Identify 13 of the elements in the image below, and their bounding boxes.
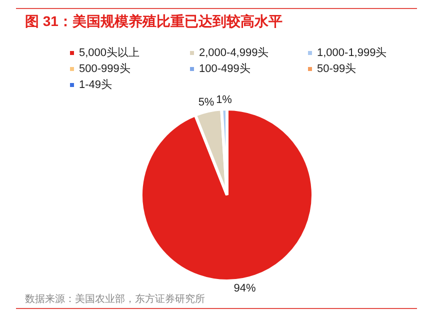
legend-label: 1-49头 (79, 78, 112, 92)
legend-label: 500-999头 (79, 62, 130, 76)
pie-slice (140, 108, 314, 282)
data-label: 1% (216, 94, 232, 106)
data-label: 94% (234, 282, 256, 294)
legend-label: 100-499头 (199, 62, 250, 76)
legend-label: 1,000-1,999头 (317, 46, 387, 60)
source-note: 数据来源：美国农业部，东方证券研究所 (25, 292, 205, 306)
legend-label: 50-99头 (317, 62, 356, 76)
data-label: 5% (198, 96, 214, 108)
legend-label: 2,000-4,999头 (199, 46, 269, 60)
chart-title: 图 31：美国规模养殖比重已达到较高水平 (25, 13, 284, 31)
legend-label: 5,000头以上 (79, 46, 140, 60)
